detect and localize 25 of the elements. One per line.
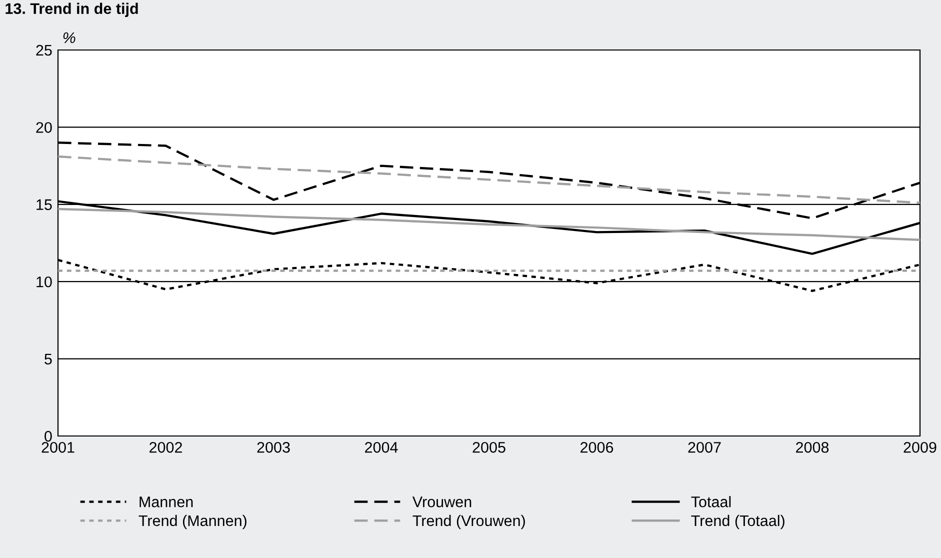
legend-label: Trend (Mannen): [138, 514, 246, 530]
y-axis-title: %: [63, 32, 76, 44]
line-series: [58, 155, 920, 204]
x-tick-label: 2009: [904, 442, 936, 453]
x-tick-label: 2006: [580, 442, 614, 453]
legend-label: Mannen: [140, 496, 193, 508]
x-tick-label: 2007: [688, 442, 721, 453]
x-tick-label: 2004: [365, 442, 398, 453]
legend-label: Vrouwen: [412, 496, 472, 508]
y-tick-label: 5: [44, 354, 52, 364]
x-tick-label: 2008: [796, 442, 829, 453]
line-series: [58, 208, 920, 242]
legend-label: Trend (Totaal): [691, 514, 784, 530]
x-tick-label: 2002: [150, 442, 182, 453]
chart-title: 13. Trend in de tijd: [6, 2, 138, 18]
legend-label: Totaal: [691, 496, 731, 508]
y-tick-label: 25: [36, 44, 52, 56]
y-tick-label: 15: [36, 199, 52, 210]
x-tick-label: 2005: [472, 442, 506, 453]
x-tick-label: 2001: [42, 442, 74, 453]
y-tick-label: 0: [44, 430, 52, 442]
y-tick-label: 10: [36, 276, 52, 288]
y-tick-label: 20: [36, 122, 52, 133]
x-tick-label: 2003: [257, 442, 290, 453]
legend-label: Trend (Vrouwen): [412, 514, 525, 530]
